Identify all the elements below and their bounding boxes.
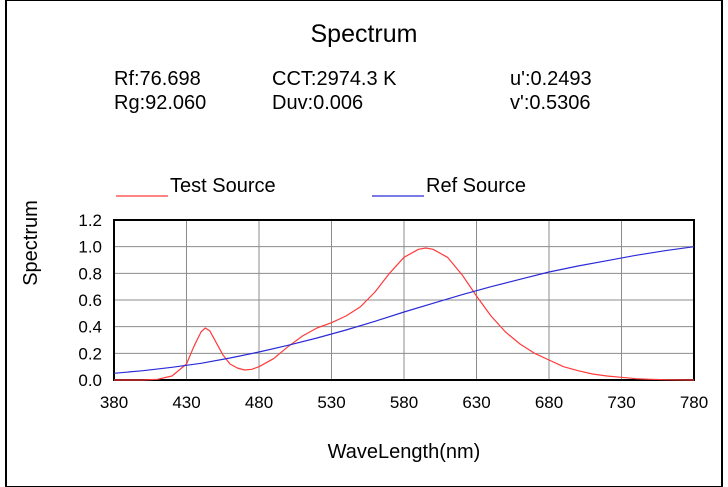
plot-area-border xyxy=(113,219,695,381)
metric-v-prime: v':0.5306 xyxy=(510,92,591,114)
metric-duv: Duv:0.006 xyxy=(272,92,364,114)
legend-label-test-source: Test Source xyxy=(170,175,276,197)
metric-cct: CCT:2974.3 K xyxy=(272,68,397,90)
x-tick-label: 780 xyxy=(680,393,708,412)
metric-rf: Rf:76.698 xyxy=(114,68,201,90)
x-tick-label: 480 xyxy=(245,393,273,412)
x-tick-label: 530 xyxy=(317,393,345,412)
chart-title: Spectrum xyxy=(310,20,418,48)
grid-lines xyxy=(114,220,694,380)
series-line-test-source xyxy=(114,247,695,381)
x-tick-label: 680 xyxy=(535,393,563,412)
y-tick-labels: 0.0 0.2 0.4 0.6 0.8 1.0 1.2 xyxy=(78,211,102,390)
series-lines xyxy=(113,246,695,381)
x-tick-label: 380 xyxy=(100,393,128,412)
metric-rg: Rg:92.060 xyxy=(114,92,207,114)
x-tick-label: 630 xyxy=(462,393,490,412)
series-line-ref-source xyxy=(113,246,695,374)
legend-label-ref-source: Ref Source xyxy=(426,175,527,197)
y-tick-label: 0.0 xyxy=(78,371,102,390)
y-tick-label: 0.6 xyxy=(78,291,102,310)
y-tick-label: 0.4 xyxy=(78,318,102,337)
x-tick-label: 580 xyxy=(390,393,418,412)
x-tick-labels: 380 430 480 530 580 630 680 730 780 xyxy=(100,393,708,412)
y-tick-label: 1.2 xyxy=(78,211,102,230)
x-axis-label: WaveLength(nm) xyxy=(327,441,481,463)
y-axis-label: Spectrum xyxy=(20,200,42,286)
y-tick-label: 0.2 xyxy=(78,344,102,363)
outer-border xyxy=(5,0,723,487)
y-tick-label: 0.8 xyxy=(78,264,102,283)
y-tick-label: 1.0 xyxy=(78,238,102,257)
metric-u-prime: u':0.2493 xyxy=(510,68,592,90)
x-tick-label: 730 xyxy=(607,393,635,412)
x-tick-label: 430 xyxy=(172,393,200,412)
